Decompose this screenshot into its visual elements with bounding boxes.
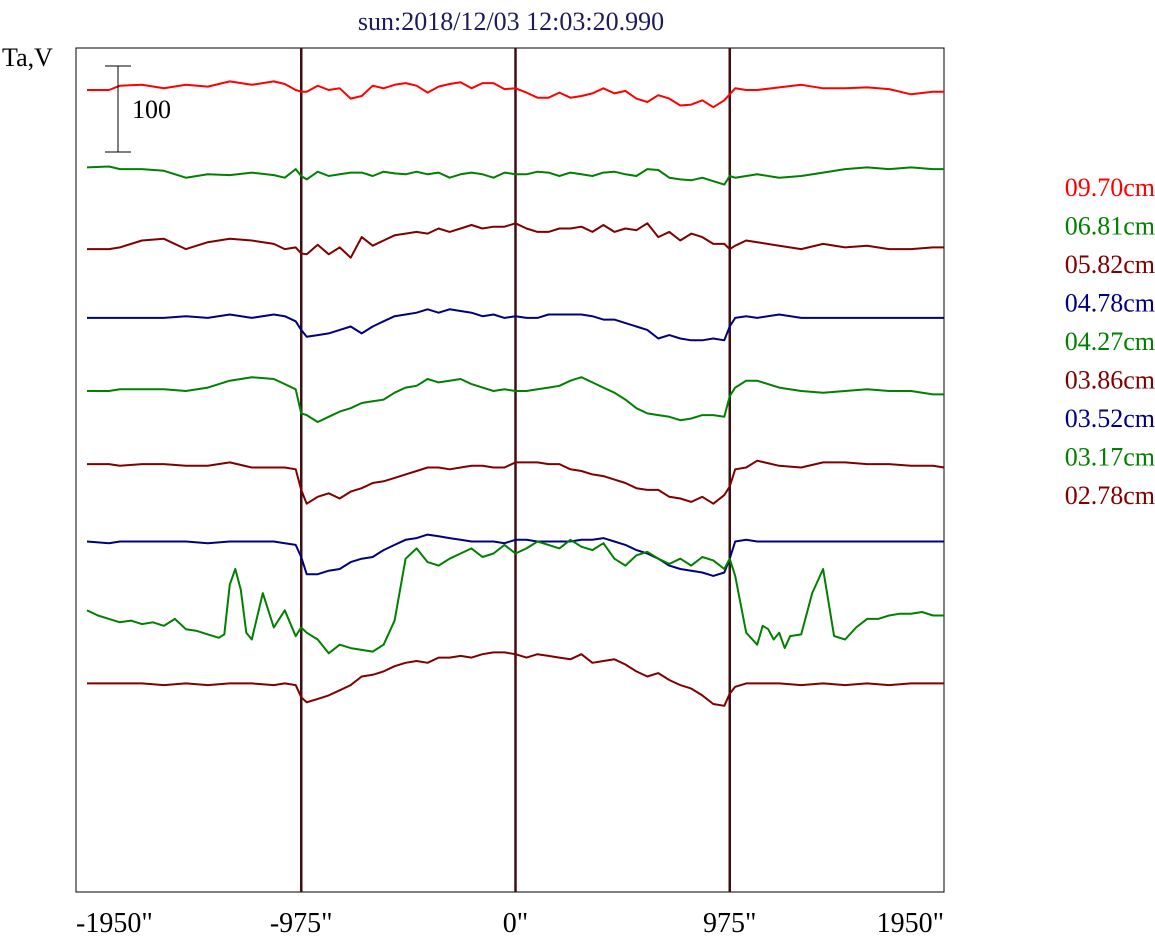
legend-entry: 03.86cm (1065, 366, 1155, 395)
series-line-03.86cm (87, 459, 945, 505)
x-tick-label: 0" (503, 908, 528, 939)
legend-entry: 03.17cm (1065, 443, 1155, 472)
x-tick-label: 975" (703, 908, 756, 939)
x-tick-label: -1950" (76, 908, 153, 939)
y-axis-label: Ta,V (2, 43, 53, 72)
series-line-03.52cm (86, 533, 944, 577)
legend-entry: 06.81cm (1065, 212, 1155, 241)
x-tick-label: -975" (270, 908, 333, 939)
series-line-05.82cm (87, 222, 944, 259)
series-line-06.81cm (86, 165, 944, 186)
series-line-03.17cm (86, 538, 944, 655)
series-line-09.70cm (87, 80, 944, 109)
legend-entry: 04.27cm (1065, 327, 1155, 356)
x-tick-labels: -1950" -975" 0" 975" 1950" (76, 908, 944, 939)
legend-entry: 05.82cm (1065, 250, 1155, 279)
chart-title: sun:2018/12/03 12:03:20.990 (358, 7, 664, 36)
scale-bar-label: 100 (132, 95, 171, 124)
x-tick-label: 1950" (877, 908, 944, 939)
series-lines (86, 80, 945, 707)
limb-markers (299, 48, 731, 892)
legend-entry: 09.70cm (1065, 173, 1155, 202)
series-line-04.27cm (87, 376, 944, 423)
scale-bar: 100 (105, 65, 171, 153)
legend-entry: 02.78cm (1065, 481, 1155, 510)
legend-entry: 03.52cm (1065, 404, 1155, 433)
legend: 09.70cm 06.81cm 05.82cm 04.78cm 04.27cm 03.86… (1065, 173, 1155, 510)
legend-entry: 04.78cm (1065, 289, 1155, 318)
series-line-02.78cm (87, 651, 944, 707)
plot-frame (75, 47, 945, 893)
series-line-04.78cm (87, 308, 944, 342)
